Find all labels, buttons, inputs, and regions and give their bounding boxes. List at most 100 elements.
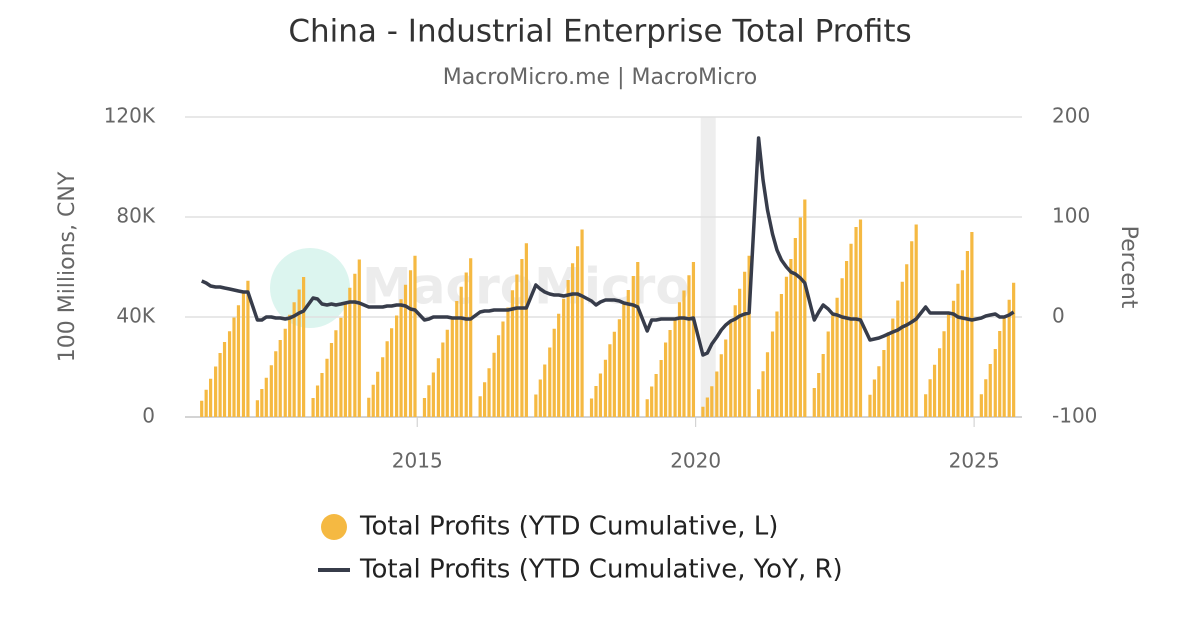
bar [663, 342, 668, 417]
bar [970, 232, 974, 417]
bar [385, 341, 389, 417]
y2-tick-label: 200 [1052, 104, 1090, 128]
bar [738, 288, 742, 417]
bar [297, 289, 301, 417]
bar [232, 317, 236, 417]
bar [603, 359, 608, 417]
bar [779, 294, 784, 417]
bar [227, 331, 232, 417]
bar [427, 385, 431, 417]
bar [492, 352, 496, 417]
bar [998, 331, 1002, 417]
bar [789, 259, 793, 417]
bar [236, 305, 241, 417]
y2-tick-label: 100 [1052, 204, 1090, 228]
bar [965, 251, 970, 417]
bar [886, 332, 890, 417]
bar [288, 314, 292, 417]
bar [589, 398, 594, 417]
bar [524, 243, 528, 417]
bar [204, 389, 208, 417]
bar [311, 398, 315, 417]
bar [320, 373, 324, 417]
bar [729, 321, 733, 417]
bar [891, 318, 895, 417]
bar [329, 343, 334, 417]
bar [951, 300, 956, 417]
bar [515, 274, 519, 417]
bar [376, 371, 380, 417]
x-tick-label: 2025 [949, 449, 1000, 473]
bar [612, 331, 616, 417]
bar [701, 406, 705, 417]
bar [200, 400, 204, 417]
bar [924, 394, 928, 417]
y-tick-label: 40K [116, 304, 155, 328]
bar [877, 366, 881, 417]
bar [506, 307, 510, 417]
bar [622, 303, 626, 417]
bar [942, 331, 946, 417]
bar [222, 342, 227, 417]
bar [455, 301, 459, 417]
bar [302, 277, 306, 417]
bar [803, 199, 807, 417]
bar [946, 314, 951, 417]
y-tick-label: 120K [104, 104, 156, 128]
x-tick-label: 2015 [392, 449, 443, 473]
y-tick-label: 80K [116, 204, 155, 228]
legend-label: Total Profits (YTD Cumulative, L) [359, 512, 778, 542]
bar [315, 385, 320, 417]
bar [459, 286, 463, 417]
bar [403, 284, 408, 417]
legend-label: Total Profits (YTD Cumulative, YoY, R) [359, 555, 843, 585]
bar [724, 339, 728, 417]
bar [562, 298, 566, 417]
line [200, 136, 1015, 357]
bar [576, 246, 580, 417]
bar [710, 386, 714, 417]
bar [682, 290, 686, 417]
y-tick-label: 0 [142, 404, 155, 428]
bar [650, 386, 654, 417]
bar [900, 281, 904, 417]
bar [928, 379, 932, 417]
bar [557, 313, 561, 417]
bar [761, 371, 765, 417]
bar [450, 317, 454, 417]
x-tick-label: 2020 [670, 449, 721, 473]
y2-tick-label: -100 [1052, 404, 1097, 428]
bar [979, 394, 983, 417]
bar [668, 330, 672, 417]
bar [817, 373, 821, 417]
bar [654, 374, 658, 417]
bar [840, 278, 844, 417]
bar [645, 399, 649, 417]
bar [765, 352, 770, 417]
bar [956, 283, 960, 417]
bar [598, 373, 603, 417]
bar [784, 276, 789, 417]
bar [413, 255, 417, 417]
bar [292, 302, 296, 417]
bar [1007, 299, 1011, 417]
bar [743, 271, 747, 417]
bar [687, 275, 691, 417]
chart-title: China - Industrial Enterprise Total Prof… [288, 14, 911, 50]
bar [445, 329, 449, 417]
bar [538, 379, 542, 417]
bar [896, 300, 900, 417]
bar [464, 272, 468, 417]
bar [608, 344, 612, 417]
bar [868, 394, 872, 417]
bar [1002, 316, 1006, 417]
bar [353, 273, 357, 417]
bar [835, 297, 839, 417]
bar [334, 330, 338, 417]
bar [631, 276, 635, 417]
bar [260, 389, 264, 417]
bar [496, 335, 501, 417]
bar [719, 354, 723, 417]
bar [882, 350, 886, 417]
